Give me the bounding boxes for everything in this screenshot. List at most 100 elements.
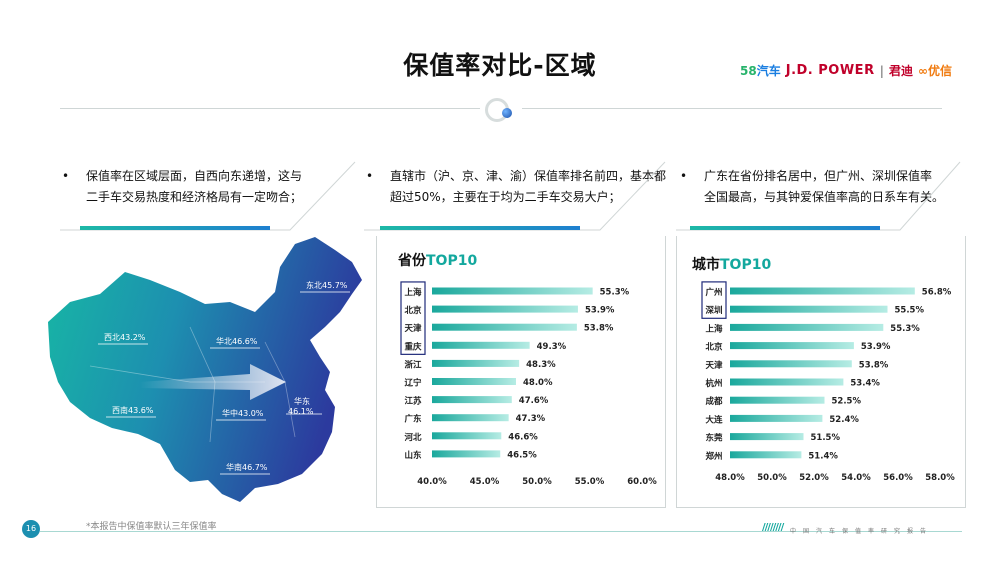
region-label-northeast: 东北45.7% xyxy=(306,280,348,290)
bar xyxy=(432,287,593,295)
category-label: 郑州 xyxy=(705,451,722,462)
value-label: 46.6% xyxy=(508,432,538,442)
value-label: 53.9% xyxy=(861,342,891,352)
tick-label: 58.0% xyxy=(925,473,955,483)
bullet-3: • 广东在省份排名居中，但广州、深圳保值率 全国最高，与其钟爱保值率高的日系车有… xyxy=(680,166,960,210)
bar xyxy=(432,359,520,367)
bar xyxy=(432,396,512,404)
bar xyxy=(730,305,888,313)
province-chart-panel xyxy=(376,236,666,508)
highlight-box xyxy=(701,281,727,319)
tick-label: 54.0% xyxy=(841,473,871,483)
value-label: 53.8% xyxy=(584,324,614,334)
page-title: 保值率对比-区域 xyxy=(403,51,597,80)
bullet-2: • 直辖市（沪、京、津、渝）保值率排名前四，基本都 超过50%，主要在于均为二手… xyxy=(366,166,666,210)
province-bar-chart: 上海 55.3% 北京 53.9% 天津 53.8% 重庆 49.3% 浙江 48.3% 辽宁 48.… xyxy=(400,281,657,487)
panel-1-decor xyxy=(60,161,356,231)
bar xyxy=(432,305,578,313)
category-label: 天津 xyxy=(404,323,422,334)
category-label: 江苏 xyxy=(404,396,422,407)
value-label: 53.8% xyxy=(859,360,889,370)
value-label: 53.4% xyxy=(850,379,880,389)
bullet-dot: • xyxy=(680,169,688,183)
bullet-text: 直辖市（沪、京、津、渝）保值率排名前四，基本都 超过50%，主要在于均为二手车交… xyxy=(390,169,667,204)
region-label-central: 华中43.0% xyxy=(222,408,264,418)
region-label-south: 华南46.7% xyxy=(226,462,268,472)
region-label-northwest: 西北43.2% xyxy=(104,333,146,342)
tick-label: 55.0% xyxy=(575,477,605,487)
logo-bar: 58汽车 J.D. POWER | 君迪 ∞优信 xyxy=(740,62,952,79)
category-label: 山东 xyxy=(404,450,422,461)
value-label: 51.5% xyxy=(811,433,841,443)
logo-jd-cn: 君迪 xyxy=(888,64,913,78)
value-label: 52.4% xyxy=(829,415,859,425)
bar xyxy=(730,414,823,422)
category-label: 广州 xyxy=(705,287,722,298)
category-label: 河北 xyxy=(404,432,422,443)
category-label: 大连 xyxy=(705,414,723,425)
value-label: 52.5% xyxy=(832,397,862,407)
tick-label: 56.0% xyxy=(883,473,913,483)
header-divider-left xyxy=(60,108,480,109)
bullet-text: 保值率在区域层面，自西向东递增，这与 二手车交易热度和经济格局有一定吻合； xyxy=(86,169,303,204)
tick-label: 50.0% xyxy=(522,477,552,487)
tick-label: 50.0% xyxy=(757,473,787,483)
divider-dot-icon xyxy=(502,108,512,118)
value-label: 47.6% xyxy=(519,396,549,406)
bar xyxy=(730,451,802,459)
logo-youxin: ∞优信 xyxy=(917,64,952,78)
category-label: 广东 xyxy=(404,414,422,425)
category-label: 浙江 xyxy=(404,359,422,370)
category-label: 北京 xyxy=(404,305,422,316)
bar xyxy=(432,323,577,331)
east-arrow-icon xyxy=(140,364,286,400)
bullet-panel-decor xyxy=(60,161,961,231)
panel-2-decor xyxy=(364,161,666,231)
value-label: 46.5% xyxy=(507,450,537,460)
header-divider-right xyxy=(522,108,942,109)
value-label: 51.4% xyxy=(808,451,838,461)
bar xyxy=(730,360,852,368)
page-number: 16 xyxy=(22,520,40,538)
bar xyxy=(730,342,854,350)
category-label: 辽宁 xyxy=(404,378,422,389)
tick-label: 60.0% xyxy=(627,477,657,487)
value-label: 48.3% xyxy=(526,360,556,370)
city-chart-panel xyxy=(676,236,966,508)
bullet-dot: • xyxy=(62,169,70,183)
category-label: 上海 xyxy=(404,287,422,298)
tick-label: 48.0% xyxy=(715,473,745,483)
footer-slash-decor: //////// xyxy=(762,522,784,533)
value-label: 55.3% xyxy=(600,288,630,298)
category-label: 北京 xyxy=(705,342,723,353)
tick-label: 52.0% xyxy=(799,473,829,483)
tick-label: 45.0% xyxy=(470,477,500,487)
region-labels: 东北45.7% 西北43.2% 华北46.6% 西南43.6% 华中43.0% … xyxy=(98,280,350,475)
bullet-dot: • xyxy=(366,169,374,183)
value-label: 48.0% xyxy=(523,378,553,388)
value-label: 55.5% xyxy=(895,306,925,316)
china-map-shape xyxy=(48,237,362,502)
logo-separator: | xyxy=(879,63,884,78)
city-bar-chart: 广州 56.8% 深圳 55.5% 上海 55.3% 北京 53.9% 天津 53.8% 杭州 53.… xyxy=(701,281,955,483)
bar xyxy=(432,414,509,422)
bar xyxy=(730,323,884,331)
footnote: *本报告中保值率默认三年保值率 xyxy=(86,522,217,532)
tick-label: 40.0% xyxy=(417,477,447,487)
province-chart-title: 省份TOP10 xyxy=(398,253,478,269)
panel-3-decor xyxy=(676,161,961,231)
bar xyxy=(432,450,501,458)
footer-line xyxy=(40,531,962,532)
bullet-1: • 保值率在区域层面，自西向东递增，这与 二手车交易热度和经济格局有一定吻合； xyxy=(62,166,352,210)
footer-slogan: 中国汽车保值率研究报告 xyxy=(790,528,934,535)
category-label: 上海 xyxy=(705,323,723,334)
bar xyxy=(730,396,825,404)
category-label: 深圳 xyxy=(705,305,722,316)
bar xyxy=(432,341,530,349)
category-label: 成都 xyxy=(705,396,723,407)
logo-jd-power: J.D. POWER xyxy=(785,63,875,78)
bar xyxy=(432,378,516,385)
highlight-box xyxy=(400,281,426,355)
city-chart-title: 城市TOP10 xyxy=(692,257,772,273)
bar xyxy=(432,432,502,440)
